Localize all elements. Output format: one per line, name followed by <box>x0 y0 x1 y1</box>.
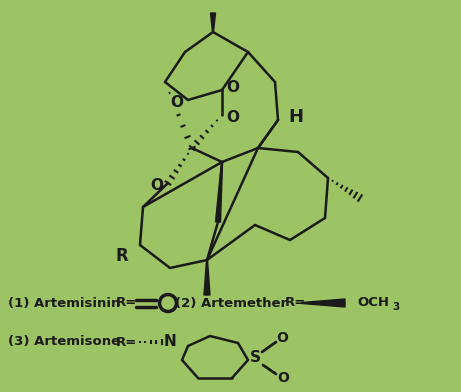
Text: R=: R= <box>116 336 137 348</box>
Text: H: H <box>289 108 303 126</box>
Text: (1) Artemisinin: (1) Artemisinin <box>8 296 120 310</box>
Text: O: O <box>276 331 288 345</box>
Polygon shape <box>215 162 223 222</box>
Text: S: S <box>249 350 260 365</box>
Text: O: O <box>226 80 240 94</box>
Text: R: R <box>116 247 128 265</box>
Polygon shape <box>211 13 215 32</box>
Text: (3) Artemisone: (3) Artemisone <box>8 336 120 348</box>
Text: 3: 3 <box>392 302 399 312</box>
Text: OCH: OCH <box>357 296 389 310</box>
Text: O: O <box>226 109 240 125</box>
Text: O: O <box>171 94 183 109</box>
Text: N: N <box>164 334 177 350</box>
Text: O: O <box>150 178 164 192</box>
Text: R=: R= <box>116 296 137 310</box>
Polygon shape <box>204 260 210 295</box>
Text: O: O <box>277 371 289 385</box>
Text: (2) Artemether: (2) Artemether <box>175 296 287 310</box>
Polygon shape <box>302 299 345 307</box>
Text: R=: R= <box>285 296 306 310</box>
